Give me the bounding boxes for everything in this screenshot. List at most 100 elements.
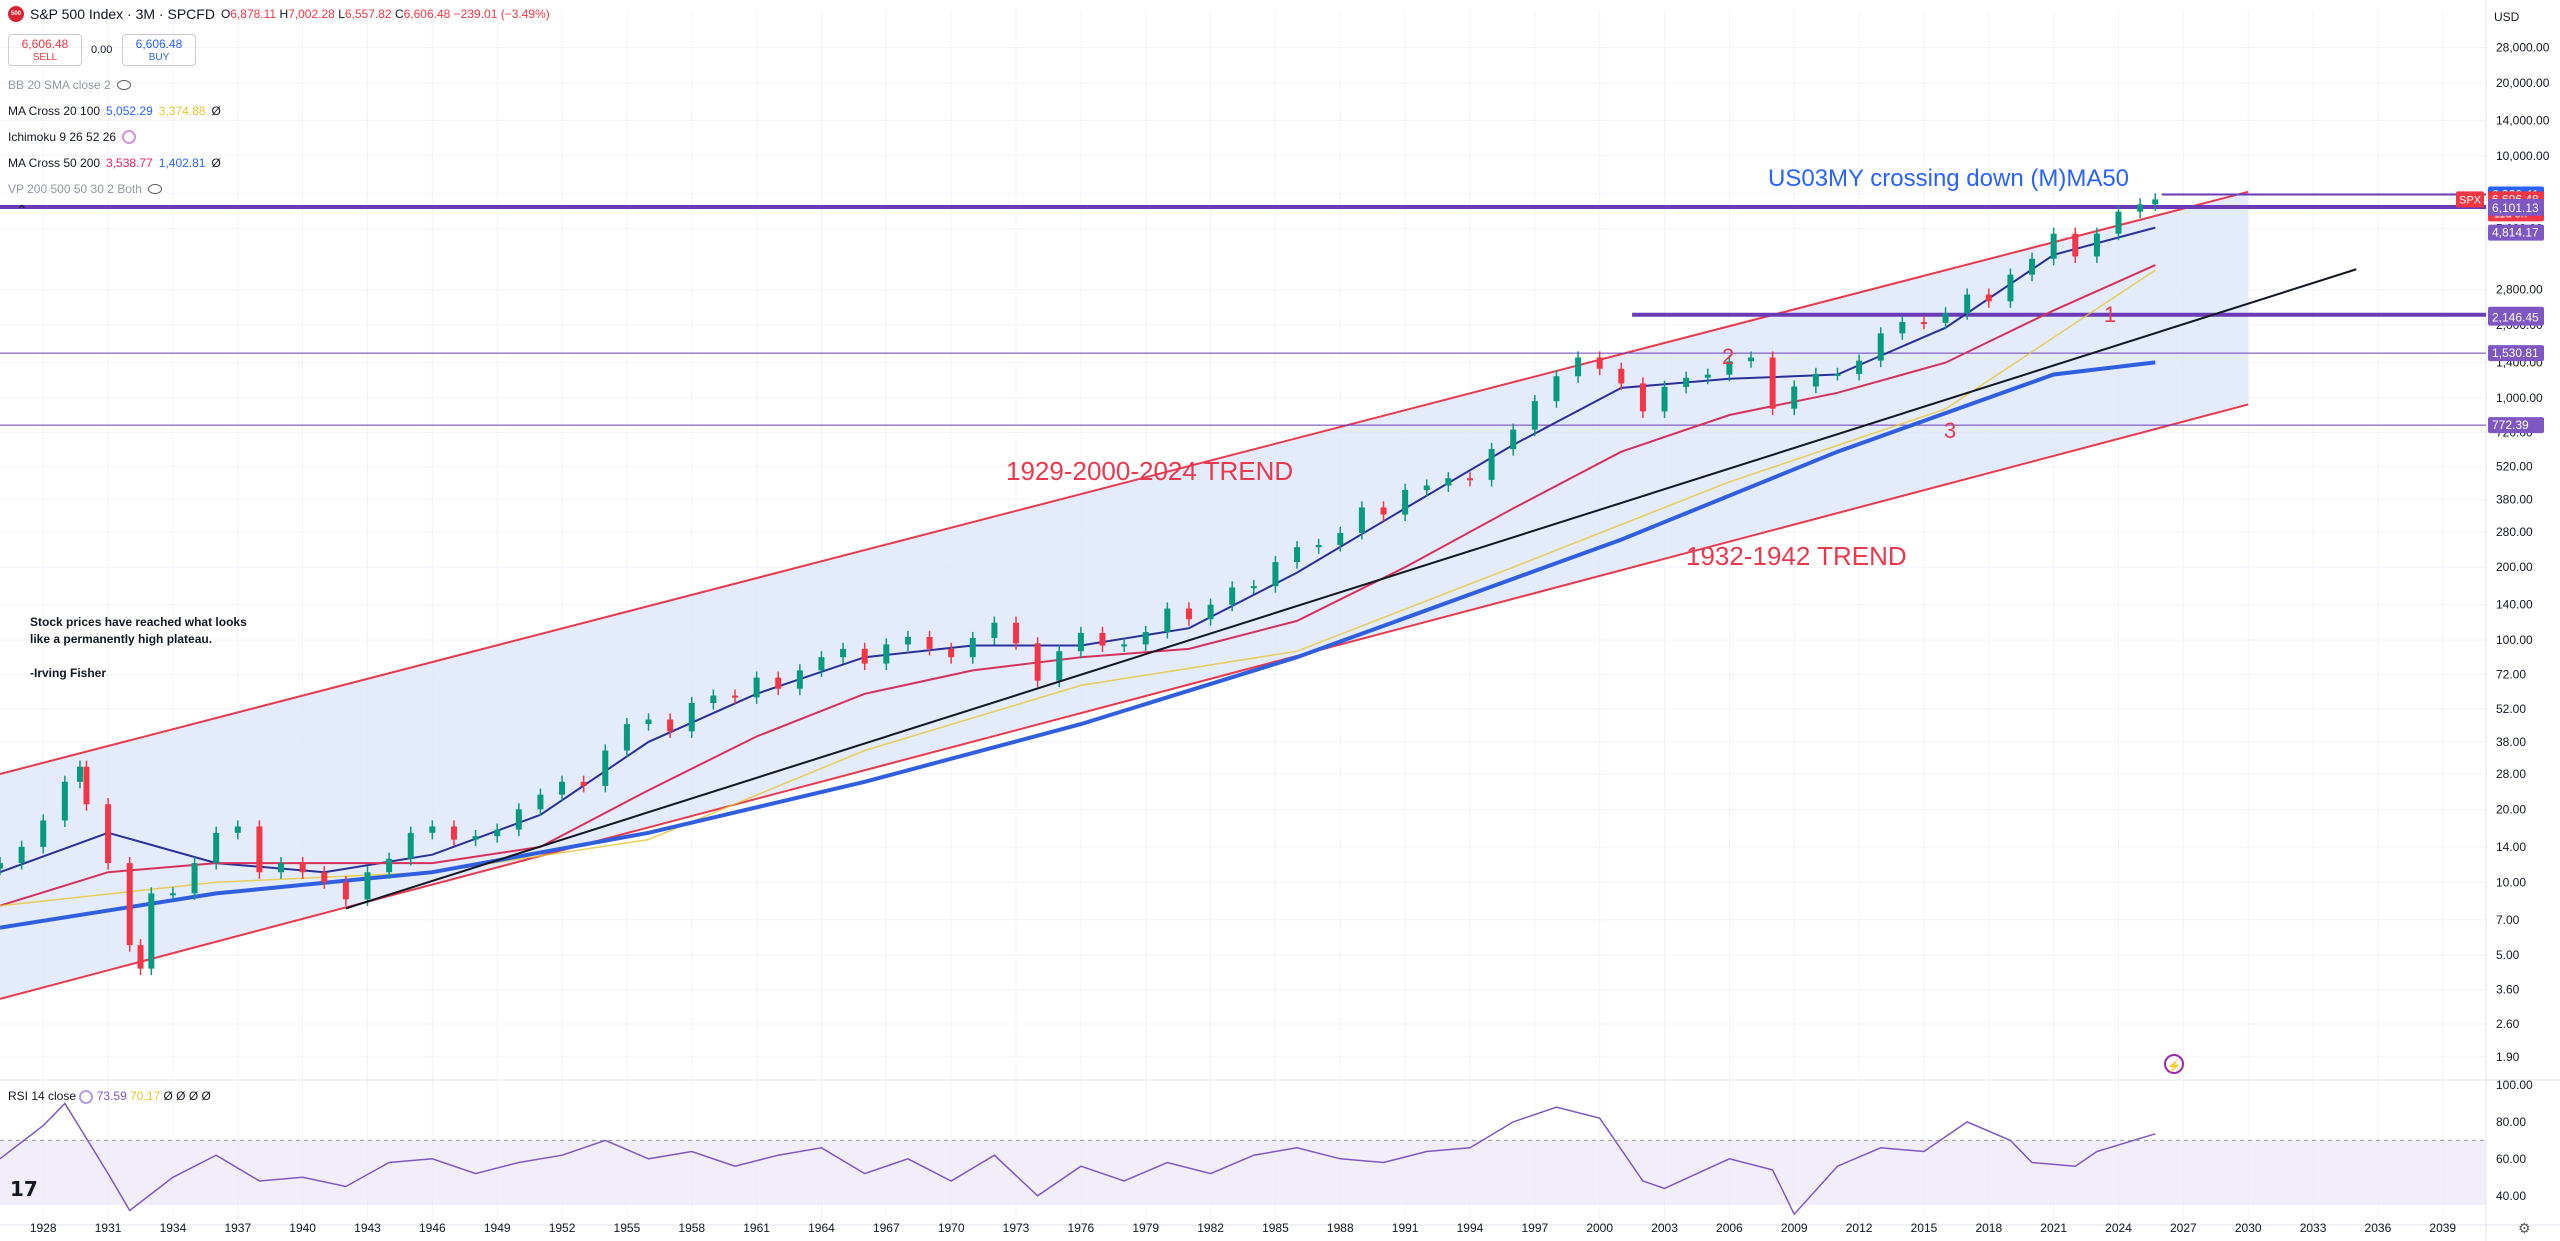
candle-body	[2093, 233, 2100, 257]
candle-body	[321, 872, 328, 883]
collapse-legend-button[interactable]: ⌃	[16, 202, 28, 219]
price-badge-text: 1,530.81	[2492, 346, 2539, 360]
candle-body	[623, 724, 630, 751]
hidden-eye-icon[interactable]	[147, 184, 162, 194]
time-tick-label: 2036	[2365, 1221, 2392, 1235]
rsi-label[interactable]: RSI 14 close	[8, 1089, 77, 1103]
candle-body	[1164, 608, 1171, 633]
candle-body	[1596, 357, 1603, 369]
candle-body	[1250, 586, 1257, 589]
candle-body	[1466, 478, 1473, 481]
candle-body	[234, 826, 241, 833]
symbol-title[interactable]: S&P 500 Index · 3M · SPCFD	[30, 6, 215, 22]
candle-body	[1704, 374, 1711, 378]
candle-body	[278, 863, 285, 873]
price-tick-label: 380.00	[2496, 493, 2533, 507]
candle-body	[710, 695, 717, 703]
candle-body	[1488, 449, 1495, 480]
time-tick-label: 1946	[419, 1221, 446, 1235]
hidden-eye-icon[interactable]	[116, 80, 131, 90]
currency-label[interactable]: USD	[2494, 10, 2520, 24]
candle-body	[645, 719, 652, 725]
indicator-extra: Ø	[211, 156, 221, 170]
candle-body	[1423, 485, 1430, 490]
candle-body	[1380, 507, 1387, 515]
rsi-eye-icon[interactable]	[79, 1089, 94, 1104]
open-value: 6,878.11	[230, 7, 277, 21]
us03my-label: US03MY crossing down (M)MA50	[1768, 165, 2129, 192]
buy-button[interactable]: 6,606.48 BUY	[122, 34, 196, 66]
trend-lower-label: 1932-1942 TREND	[1686, 541, 1907, 571]
indicator-row[interactable]: BB 20 SMA close 2	[8, 78, 131, 92]
candle-body	[1207, 604, 1214, 620]
trendline[interactable]	[345, 268, 2357, 910]
sell-price: 6,606.48	[21, 37, 69, 51]
candle-body	[969, 638, 976, 658]
time-tick-label: 2012	[1846, 1221, 1873, 1235]
price-badge-text: 2,146.45	[2492, 311, 2539, 325]
candle-body	[948, 648, 955, 658]
price-tick-label: 10,000.00	[2496, 149, 2550, 163]
candle-body	[1639, 383, 1646, 412]
time-tick-label: 1991	[1392, 1221, 1419, 1235]
indicator-row[interactable]: MA Cross 20 100 5,052.29 3,374.88 Ø	[8, 104, 221, 118]
price-tick-label: 20,000.00	[2496, 76, 2550, 90]
indicator-row[interactable]: MA Cross 50 200 3,538.77 1,402.81 Ø	[8, 156, 221, 170]
candle-body	[796, 670, 803, 689]
candle-body	[2050, 233, 2057, 259]
candle-body	[191, 863, 198, 894]
horizontal-levels[interactable]	[0, 193, 2486, 426]
rsi-tick-label: 60.00	[2496, 1152, 2526, 1166]
price-badge-text: 6,101.13	[2492, 201, 2539, 215]
price-badge	[2488, 309, 2544, 326]
candle-body	[818, 657, 825, 671]
price-candles	[0, 193, 2159, 976]
sell-button[interactable]: 6,606.48 SELL	[8, 34, 82, 66]
price-tick-label: 14.00	[2496, 840, 2526, 854]
time-axis[interactable]: 1928 1931 1934 1937 1940 1943 1946 1949 1952 1955…	[30, 1221, 2457, 1235]
spx-tag	[2456, 191, 2484, 208]
time-tick-label: 2003	[1651, 1221, 1678, 1235]
price-tick-label: 20.00	[2496, 802, 2526, 816]
price-badge-text: 772.39	[2492, 418, 2529, 432]
price-tick-label: 520.00	[2496, 460, 2533, 474]
candle-body	[169, 893, 176, 896]
price-badge	[2488, 199, 2544, 216]
indicator-row[interactable]: VP 200 500 50 30 2 Both	[8, 182, 162, 196]
candle-body	[840, 648, 847, 658]
candle-body	[0, 863, 3, 869]
tradingview-logo[interactable]: 17	[10, 1177, 38, 1201]
time-tick-label: 1937	[224, 1221, 251, 1235]
candle-body	[580, 781, 587, 786]
price-tick-label: 100.00	[2496, 633, 2533, 647]
candle-body	[1077, 632, 1084, 652]
candle-body	[1899, 322, 1906, 334]
candle-body	[2152, 199, 2159, 205]
candle-body	[137, 945, 144, 969]
time-tick-label: 1955	[614, 1221, 641, 1235]
rsi-band	[0, 1140, 2486, 1205]
indicator-status-icon[interactable]	[122, 130, 137, 144]
price-tick-label: 1.90	[2496, 1050, 2520, 1064]
candle-body	[1056, 651, 1063, 681]
candle-body	[1834, 373, 1841, 376]
indicator-row[interactable]: Ichimoku 9 26 52 26	[8, 130, 137, 144]
candle-body	[1121, 644, 1128, 647]
time-tick-label: 2033	[2300, 1221, 2327, 1235]
rsi-extra: Ø Ø Ø Ø	[163, 1089, 211, 1103]
candle-body	[1315, 545, 1322, 548]
candle-body	[256, 826, 263, 873]
time-tick-label: 1976	[1068, 1221, 1095, 1235]
settings-gear-icon[interactable]: ⚙	[2518, 1220, 2531, 1236]
candle-body	[1920, 322, 1927, 325]
spx-logo-icon[interactable]: 500	[8, 6, 24, 22]
candle-body	[731, 695, 738, 698]
candle-body	[926, 637, 933, 649]
candle-body	[1358, 507, 1365, 533]
replay-lightning-icon[interactable]: ⚡	[2164, 1054, 2184, 1074]
candle-body	[775, 677, 782, 689]
candle-body	[537, 794, 544, 810]
candle-body	[1337, 532, 1344, 546]
rsi-line	[0, 1102, 2156, 1216]
